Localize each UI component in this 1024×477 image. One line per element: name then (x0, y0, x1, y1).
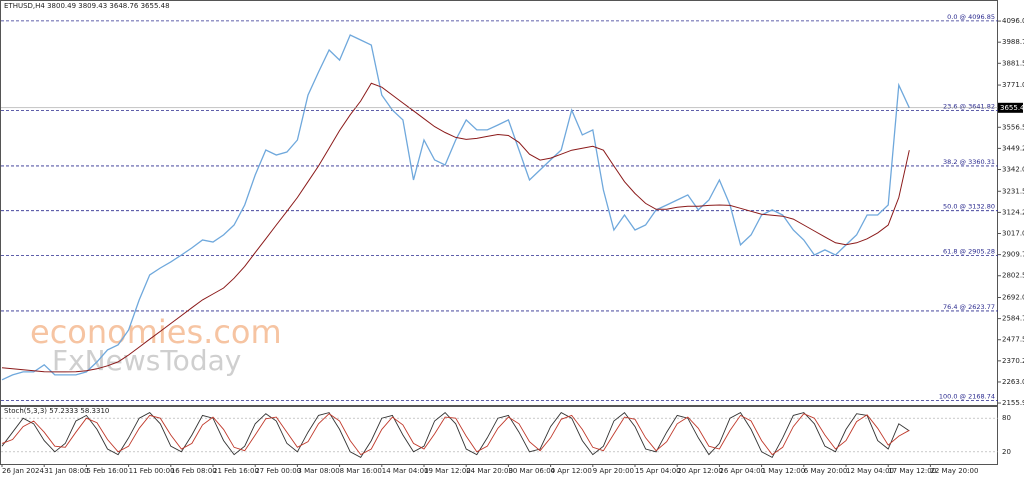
y-tick-label: 2263.00 (1002, 378, 1024, 386)
x-tick-label: 15 Apr 04:00 (635, 467, 681, 475)
x-tick-label: 19 Mar 12:00 (424, 467, 471, 475)
fib-label: 61.8 @ 2905.28 (943, 248, 995, 256)
y-tick-label: 3556.50 (1002, 123, 1024, 131)
stoch-pane (0, 406, 998, 465)
y-tick-label: 3988.75 (1002, 38, 1024, 46)
stoch-tick-label: 80 (1002, 414, 1011, 422)
y-tick-label: 4096.00 (1002, 17, 1024, 25)
x-tick-label: 24 Mar 20:00 (466, 467, 513, 475)
x-tick-label: 1 May 12:00 (762, 467, 806, 475)
line (1, 82, 910, 373)
x-tick-label: 12 May 04:00 (846, 467, 894, 475)
watermark: FxNewsToday (52, 344, 241, 377)
x-tick-label: 8 Mar 16:00 (340, 467, 382, 475)
x-tick-label: 26 Jan 2024 (2, 467, 45, 475)
y-tick-label: 2155.95 (1002, 399, 1024, 407)
y-tick-label: 3231.50 (1002, 187, 1024, 195)
x-tick-label: 17 May 12:00 (888, 467, 936, 475)
x-tick-label: 3 Mar 08:00 (297, 467, 339, 475)
y-tick-label: 2909.75 (1002, 251, 1024, 259)
x-tick-label: 27 Feb 00:00 (255, 467, 301, 475)
price-label: 3655.48 (1000, 104, 1024, 112)
x-tick-label: 31 Jan 08:00 (44, 467, 88, 475)
y-tick-label: 3449.25 (1002, 144, 1024, 152)
stoch-label: Stoch(5,3,3) 57.2333 58.3310 (4, 407, 109, 415)
x-tick-label: 30 Mar 06:00 (508, 467, 555, 475)
y-tick-label: 2584.75 (1002, 315, 1024, 323)
x-tick-label: 14 Mar 04:00 (382, 467, 429, 475)
x-tick-label: 4 Apr 12:00 (551, 467, 592, 475)
fib-label: 23.6 @ 3641.82 (943, 102, 995, 110)
y-tick-label: 3881.50 (1002, 59, 1024, 67)
line (1, 413, 910, 456)
x-tick-label: 6 May 20:00 (804, 467, 848, 475)
fib-label: 38.2 @ 3360.31 (943, 158, 995, 166)
x-tick-label: 11 Feb 00:00 (129, 467, 175, 475)
x-tick-label: 26 Apr 04:00 (719, 467, 765, 475)
y-tick-label: 2692.00 (1002, 293, 1024, 301)
fib-label: 0.0 @ 4096.85 (947, 13, 995, 21)
y-tick-label: 3017.00 (1002, 230, 1024, 238)
y-tick-label: 2802.50 (1002, 272, 1024, 280)
fib-label: 50.0 @ 3132.80 (943, 203, 995, 211)
y-tick-label: 3342.00 (1002, 166, 1024, 174)
y-tick-label: 2370.25 (1002, 357, 1024, 365)
x-tick-label: 22 May 20:00 (930, 467, 978, 475)
price-box (998, 102, 1023, 113)
x-tick-label: 16 Feb 08:00 (171, 467, 217, 475)
chart-title: ETHUSD,H4 3800.49 3809.43 3648.76 3655.4… (4, 2, 170, 10)
line (1, 34, 910, 381)
y-tick-label: 2477.50 (1002, 336, 1024, 344)
price-pane (0, 0, 998, 406)
x-tick-label: 9 Apr 20:00 (593, 467, 634, 475)
stoch-tick-label: 20 (1002, 448, 1011, 456)
fib-label: 100.0 @ 2168.74 (939, 393, 995, 401)
x-tick-label: 20 Apr 12:00 (677, 467, 723, 475)
fib-label: 76.4 @ 2623.77 (943, 303, 995, 311)
x-tick-label: 21 Feb 16:00 (213, 467, 259, 475)
y-tick-label: 3124.25 (1002, 208, 1024, 216)
x-tick-label: 5 Feb 16:00 (86, 467, 127, 475)
watermark: economies.com (30, 313, 282, 351)
y-tick-label: 3771.00 (1002, 81, 1024, 89)
